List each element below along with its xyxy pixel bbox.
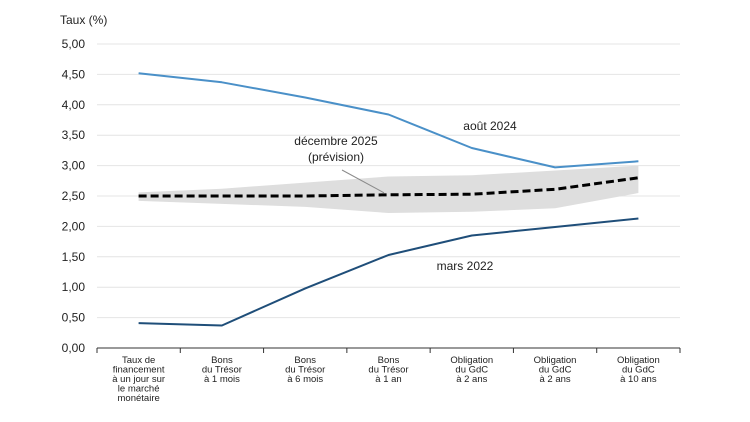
x-category-label: Bons du Trésor à 1 mois xyxy=(202,355,242,385)
x-category-label: Bons du Trésor à 6 mois xyxy=(285,355,325,385)
y-tick-label: 2,00 xyxy=(62,219,86,233)
y-tick-label: 3,50 xyxy=(62,128,86,142)
x-category-label: Bons du Trésor à 1 an xyxy=(368,355,408,385)
y-tick-labels: 0,00 0,50 1,00 1,50 2,00 2,50 3,00 3,50 4,00 4,50… xyxy=(62,37,86,355)
x-category-labels: Taux de financement à un jour sur le marché… xyxy=(112,355,660,404)
y-tick-label: 5,00 xyxy=(62,37,86,51)
annotation-label: mars 2022 xyxy=(437,259,494,273)
y-tick-label: 2,50 xyxy=(62,189,86,203)
y-tick-label: 1,00 xyxy=(62,280,86,294)
x-axis xyxy=(96,347,681,353)
forecast-leader-line xyxy=(341,169,385,194)
y-tick-label: 0,00 xyxy=(62,341,86,355)
y-tick-label: 1,50 xyxy=(62,250,86,264)
series-line-1 xyxy=(138,217,639,327)
x-category-label: Obligation du GdC à 10 ans xyxy=(617,355,660,385)
y-axis-label: Taux (%) xyxy=(60,13,107,27)
y-tick-label: 4,00 xyxy=(62,98,86,112)
series-lines xyxy=(138,72,639,327)
annotations: août 2024 mars 2022 décembre 2025 (prévisio… xyxy=(294,119,517,273)
x-category-label: Taux de financement à un jour sur le marché… xyxy=(112,355,165,404)
series-line-0 xyxy=(138,72,639,169)
x-category-label: Obligation du GdC à 2 ans xyxy=(450,355,493,385)
annotation-label: août 2024 xyxy=(463,119,517,133)
y-tick-label: 0,50 xyxy=(62,311,86,325)
annotation-label: décembre 2025 (prévision) xyxy=(294,134,378,164)
y-tick-label: 3,00 xyxy=(62,159,86,173)
y-tick-label: 4,50 xyxy=(62,67,86,81)
x-category-label: Obligation du GdC à 2 ans xyxy=(534,355,577,385)
forecast-range-band xyxy=(138,165,639,213)
